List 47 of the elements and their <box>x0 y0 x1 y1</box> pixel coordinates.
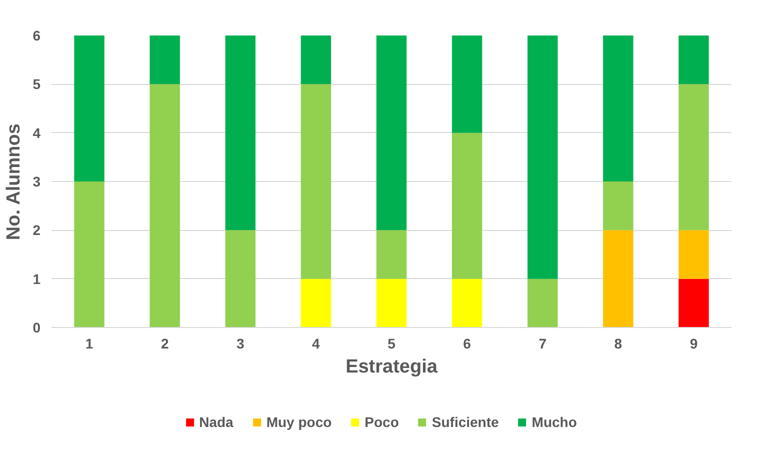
y-tick-label: 4 <box>32 124 41 141</box>
bar <box>603 36 634 182</box>
x-tick-label: 2 <box>160 336 169 352</box>
bar <box>225 230 256 328</box>
bar <box>150 36 180 84</box>
legend-label: Nada <box>199 414 234 430</box>
bar <box>74 36 104 182</box>
bar <box>300 36 332 84</box>
bar <box>452 278 482 328</box>
x-tick-label: 5 <box>388 336 396 352</box>
y-tick-label: 0 <box>32 320 41 336</box>
bar <box>300 84 332 279</box>
bar <box>603 182 634 230</box>
y-tick-label: 3 <box>32 174 41 190</box>
x-tick-label: 9 <box>690 336 698 352</box>
bar <box>150 84 180 328</box>
bar <box>376 278 407 328</box>
x-tick-label: 7 <box>538 336 547 352</box>
bar <box>678 84 709 230</box>
legend-label: Mucho <box>532 414 577 430</box>
bar <box>376 36 407 230</box>
y-tick-label: 6 <box>32 28 41 44</box>
x-tick-label: 8 <box>614 336 622 352</box>
y-tick-label: 5 <box>32 76 41 92</box>
bar <box>603 230 634 328</box>
x-axis-title: Estrategia <box>346 356 438 378</box>
bar <box>678 230 709 279</box>
bar <box>452 132 482 279</box>
bar <box>678 278 709 328</box>
legend-label: Suficiente <box>432 414 499 430</box>
legend-label: Poco <box>364 414 399 430</box>
legend-label: Muy poco <box>266 414 332 430</box>
x-tick-label: 1 <box>85 336 94 352</box>
bar <box>528 278 558 328</box>
bar <box>376 230 407 279</box>
bar <box>452 36 482 133</box>
bar <box>300 278 332 328</box>
x-tick-label: 3 <box>236 336 244 352</box>
y-tick-label: 2 <box>32 222 41 238</box>
y-tick-label: 1 <box>32 270 41 287</box>
bar <box>678 36 709 84</box>
x-tick-label: 4 <box>312 336 320 352</box>
bar <box>528 36 558 279</box>
x-tick-label: 6 <box>463 336 472 352</box>
bar <box>225 36 256 230</box>
y-axis-title: No. Alumnos <box>4 124 25 240</box>
bar <box>74 182 104 328</box>
